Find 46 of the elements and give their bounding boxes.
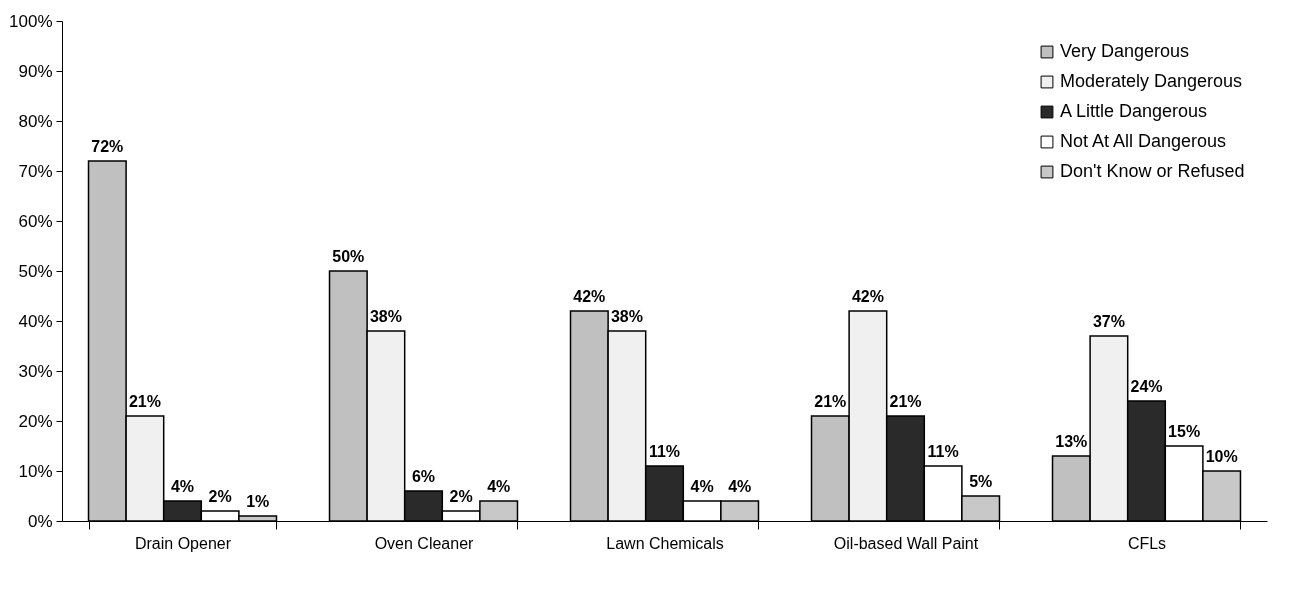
y-tick-label: 30% bbox=[18, 361, 53, 381]
y-tick-label: 50% bbox=[18, 261, 53, 281]
legend-label: Very Dangerous bbox=[1060, 41, 1190, 61]
data-label: 2% bbox=[449, 488, 473, 505]
data-label: 4% bbox=[170, 478, 195, 495]
data-label: 13% bbox=[1055, 433, 1088, 450]
data-label: 72% bbox=[91, 138, 124, 155]
x-tick-label: Drain Opener bbox=[134, 534, 232, 552]
y-tick-label: 100% bbox=[9, 11, 53, 31]
y-tick-label: 60% bbox=[18, 211, 53, 231]
x-tick-label: CFLs bbox=[1127, 534, 1167, 552]
data-label: 37% bbox=[1092, 313, 1125, 330]
data-label: 1% bbox=[246, 493, 270, 510]
legend-label: Moderately Dangerous bbox=[1060, 71, 1243, 91]
x-tick-label: Oven Cleaner bbox=[374, 534, 475, 552]
data-label: 5% bbox=[969, 473, 993, 490]
legend-label: Not At All Dangerous bbox=[1060, 131, 1227, 151]
data-label: 4% bbox=[728, 478, 752, 495]
data-label: 4% bbox=[690, 478, 714, 495]
data-label: 21% bbox=[889, 393, 922, 410]
data-label: 6% bbox=[411, 468, 436, 485]
y-tick-label: 0% bbox=[27, 511, 53, 531]
data-label: 38% bbox=[369, 308, 402, 325]
data-label: 42% bbox=[573, 288, 606, 305]
data-label: 50% bbox=[332, 248, 365, 265]
data-label: 38% bbox=[610, 308, 643, 325]
data-label: 15% bbox=[1168, 423, 1201, 440]
data-label: 4% bbox=[487, 478, 511, 495]
y-tick-label: 90% bbox=[18, 61, 53, 81]
legend-label: A Little Dangerous bbox=[1060, 101, 1208, 121]
legend-label: Don't Know or Refused bbox=[1060, 161, 1245, 181]
data-label: 21% bbox=[128, 393, 161, 410]
data-label: 21% bbox=[814, 393, 847, 410]
data-label: 11% bbox=[648, 443, 681, 460]
data-label: 24% bbox=[1130, 378, 1163, 395]
y-tick-label: 20% bbox=[18, 411, 53, 431]
y-tick-label: 10% bbox=[18, 461, 53, 481]
data-label: 10% bbox=[1205, 448, 1238, 465]
x-tick-label: Oil-based Wall Paint bbox=[833, 534, 979, 552]
data-label: 2% bbox=[208, 488, 232, 505]
data-label: 11% bbox=[927, 443, 959, 460]
y-tick-label: 70% bbox=[18, 161, 53, 181]
y-tick-label: 80% bbox=[18, 111, 53, 131]
x-tick-label: Lawn Chemicals bbox=[606, 534, 724, 552]
data-label: 42% bbox=[851, 288, 884, 305]
y-tick-label: 40% bbox=[18, 311, 53, 331]
